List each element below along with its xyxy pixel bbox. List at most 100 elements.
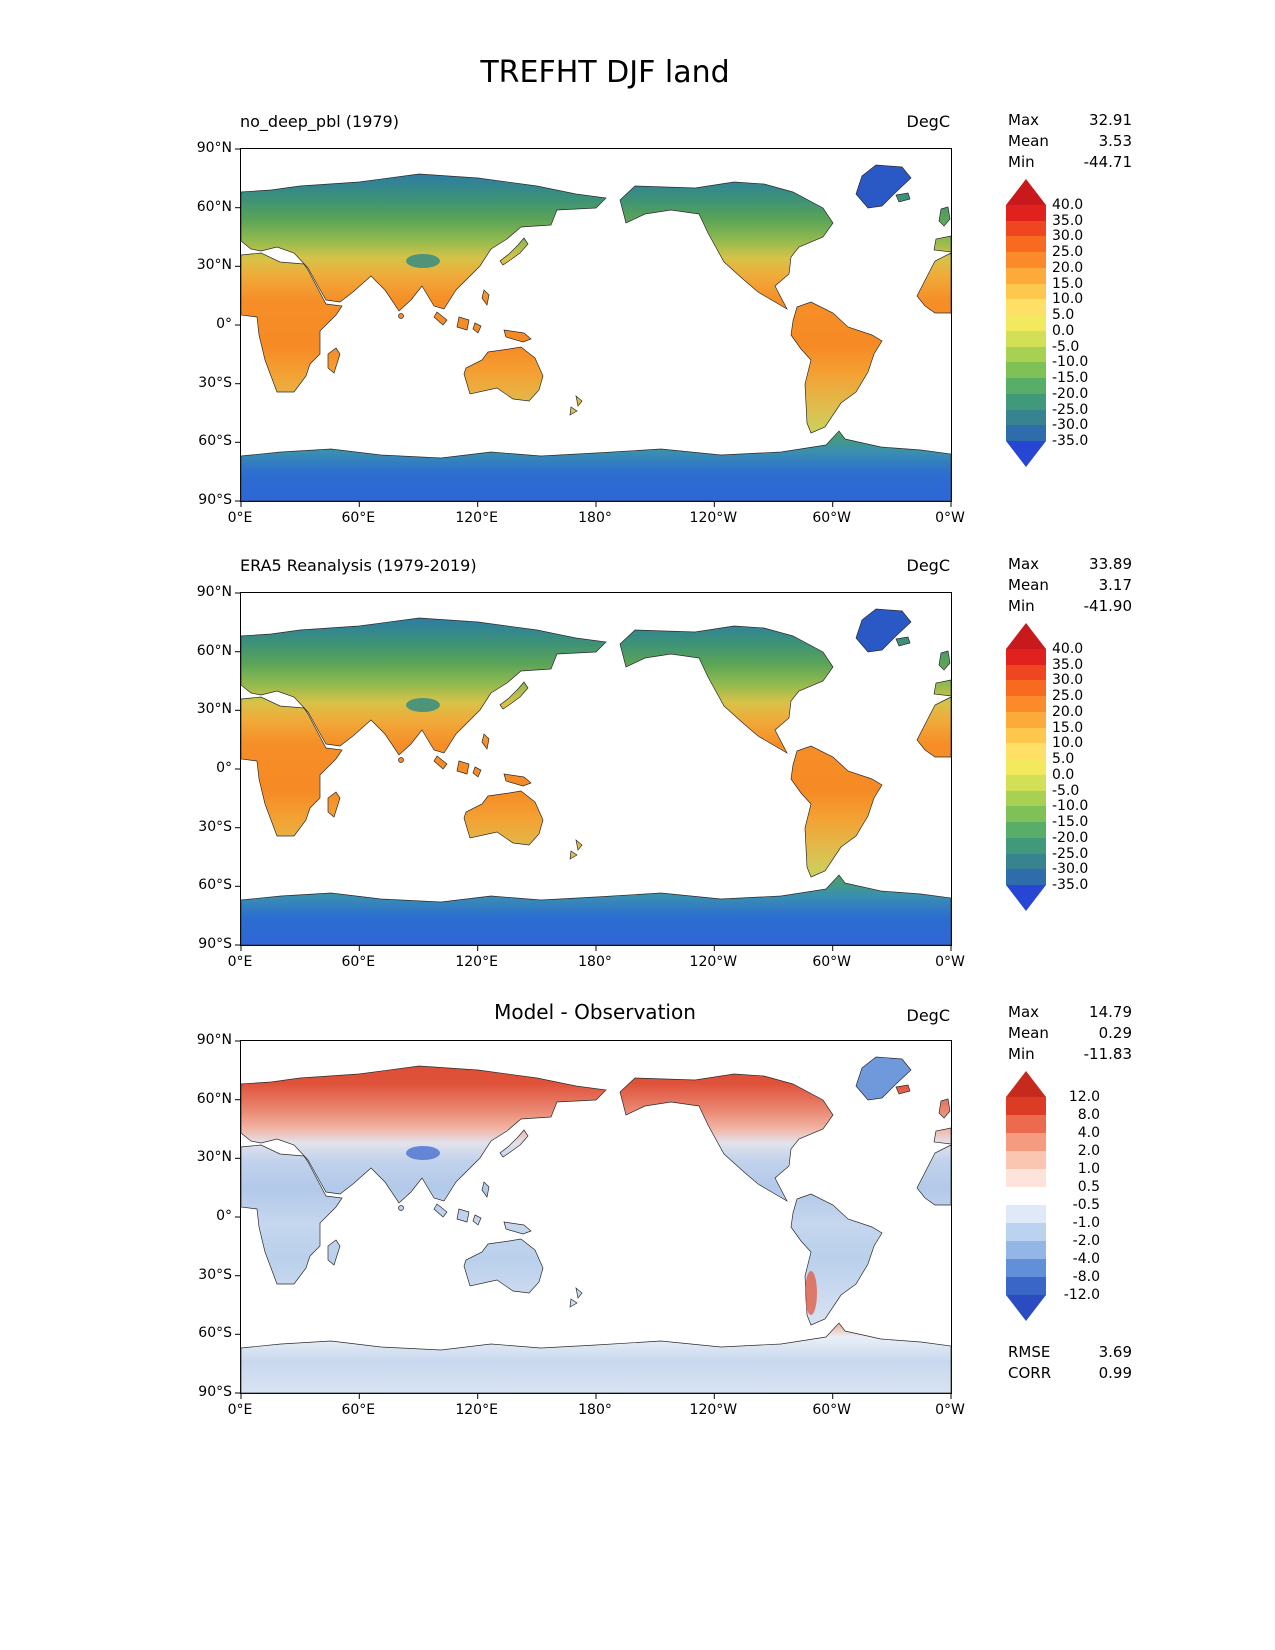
metric-value: 3.69 bbox=[1098, 1343, 1132, 1361]
colorbar-band bbox=[1006, 743, 1046, 760]
colorbar-band bbox=[1006, 774, 1046, 791]
stats-block-era5: Max 33.89 Mean 3.17 Min -41.90 bbox=[1008, 554, 1132, 617]
x-tick-label: 60°W bbox=[812, 510, 851, 526]
colorbar-tick-label: 40.0 bbox=[1052, 641, 1084, 657]
colorbar-tick-label: -2.0 bbox=[1072, 1233, 1100, 1249]
colorbar-band bbox=[1006, 1169, 1046, 1187]
colorbar-tick-label: -5.0 bbox=[1052, 782, 1080, 799]
x-tick-label: 60°W bbox=[812, 954, 851, 970]
colorbar-tick-label: 30.0 bbox=[1052, 672, 1084, 689]
metric-value: 0.99 bbox=[1098, 1364, 1132, 1382]
stat-label: Max bbox=[1008, 1003, 1040, 1021]
metrics-block-diff: RMSE 3.69 CORR 0.99 bbox=[1008, 1342, 1132, 1384]
colorbar-band bbox=[1006, 1151, 1046, 1169]
colorbar-tick-label: -15.0 bbox=[1052, 814, 1089, 831]
colorbar-band bbox=[1006, 283, 1046, 300]
y-tick-label: 60°S bbox=[198, 877, 232, 894]
colorbar-tick-label: -5.0 bbox=[1052, 338, 1080, 355]
x-tick-label: 180° bbox=[578, 954, 612, 970]
stat-label: Min bbox=[1008, 1045, 1035, 1063]
colorbar-band bbox=[1006, 362, 1046, 379]
y-tick-label: 30°N bbox=[196, 701, 232, 718]
x-axis-labels-era5: 0°E 60°E 120°E 180° 120°W 60°W 0°W bbox=[228, 954, 965, 972]
colorbar-band bbox=[1006, 790, 1046, 807]
y-axis-labels-diff: 90°N 60°N 30°N 0° 30°S 60°S 90°S bbox=[140, 1032, 232, 1400]
x-axis-labels-diff: 0°E 60°E 120°E 180° 120°W 60°W 0°W bbox=[228, 1402, 965, 1420]
colorbar-tick-label: 0.0 bbox=[1052, 766, 1075, 783]
stat-value: -44.71 bbox=[1083, 153, 1132, 171]
y-tick-label: 90°S bbox=[198, 492, 232, 508]
colorbar-band bbox=[1006, 759, 1046, 775]
x-tick-label: 180° bbox=[578, 1402, 612, 1418]
y-tick-label: 60°S bbox=[198, 433, 232, 450]
colorbar-tick-label: 2.0 bbox=[1077, 1143, 1100, 1159]
y-tick-label: 30°S bbox=[198, 818, 232, 835]
colorbar-band bbox=[1006, 1097, 1046, 1115]
antarctica bbox=[240, 874, 952, 946]
colorbar-band bbox=[1006, 822, 1046, 838]
greenland bbox=[855, 164, 912, 209]
colorbar-band bbox=[1006, 837, 1046, 854]
colorbar-tick-label: -20.0 bbox=[1052, 385, 1089, 402]
world-map-model bbox=[234, 148, 952, 508]
y-tick-label: 90°S bbox=[198, 936, 232, 952]
colorbar-tick-label: -35.0 bbox=[1052, 877, 1089, 893]
x-tick-label: 120°W bbox=[689, 1402, 738, 1418]
colorbar-band bbox=[1006, 378, 1046, 394]
colorbar-tick-label: 5.0 bbox=[1052, 751, 1075, 768]
colorbar-band bbox=[1006, 299, 1046, 316]
x-tick-label: 0°W bbox=[935, 1402, 965, 1418]
stat-value: 3.53 bbox=[1098, 132, 1132, 150]
colorbar-tick-label: -30.0 bbox=[1052, 417, 1089, 434]
stat-label: Min bbox=[1008, 153, 1035, 171]
colorbar-band bbox=[1006, 727, 1046, 744]
colorbar-band bbox=[1006, 1133, 1046, 1151]
colorbar-band bbox=[1006, 1241, 1046, 1259]
colorbar-tick-label: -10.0 bbox=[1052, 798, 1089, 815]
colorbar-tick-label: 8.0 bbox=[1077, 1107, 1100, 1123]
colorbar-band bbox=[1006, 869, 1046, 886]
stat-value: 14.79 bbox=[1089, 1003, 1132, 1021]
y-tick-label: 30°S bbox=[198, 1266, 232, 1283]
colorbar-tick-label: -25.0 bbox=[1052, 845, 1089, 862]
stat-value: -41.90 bbox=[1083, 597, 1132, 615]
y-tick-label: 90°N bbox=[196, 140, 232, 156]
y-tick-label: 30°S bbox=[198, 374, 232, 391]
x-tick-label: 0°W bbox=[935, 954, 965, 970]
colorbar-extend-max-icon bbox=[1006, 179, 1046, 205]
colorbar-band bbox=[1006, 853, 1046, 870]
y-tick-label: 0° bbox=[216, 316, 232, 332]
stat-value: 33.89 bbox=[1089, 555, 1132, 573]
colorbar-tick-label: 15.0 bbox=[1052, 275, 1084, 292]
colorbar-band bbox=[1006, 346, 1046, 363]
metric-label: CORR bbox=[1008, 1364, 1052, 1382]
colorbar-band bbox=[1006, 711, 1046, 728]
colorbar-tick-label: -10.0 bbox=[1052, 354, 1089, 371]
colorbar-tick-label: 25.0 bbox=[1052, 244, 1084, 261]
x-tick-label: 120°E bbox=[455, 1402, 498, 1418]
y-tick-label: 0° bbox=[216, 1208, 232, 1224]
colorbar-extend-min-icon bbox=[1006, 1295, 1046, 1321]
y-tick-label: 60°N bbox=[196, 1090, 232, 1107]
x-tick-label: 120°E bbox=[455, 510, 498, 526]
units-label-model: DegC bbox=[906, 112, 951, 131]
stat-label: Mean bbox=[1008, 576, 1049, 594]
colorbar-extend-min-icon bbox=[1006, 441, 1046, 467]
colorbar-tick-label: 0.5 bbox=[1077, 1179, 1100, 1195]
colorbar-band bbox=[1006, 267, 1046, 284]
colorbar-band bbox=[1006, 205, 1046, 221]
stat-value: -11.83 bbox=[1083, 1045, 1132, 1063]
colorbar-band bbox=[1006, 1115, 1046, 1133]
colorbar-tick-label: 30.0 bbox=[1052, 228, 1084, 245]
stat-label: Max bbox=[1008, 555, 1040, 573]
x-tick-label: 180° bbox=[578, 510, 612, 526]
x-tick-label: 120°E bbox=[455, 954, 498, 970]
antarctica bbox=[240, 430, 952, 502]
colorbar-bands bbox=[1006, 649, 1046, 886]
colorbar-extend-min-icon bbox=[1006, 885, 1046, 911]
x-tick-label: 120°W bbox=[689, 954, 738, 970]
y-tick-label: 0° bbox=[216, 760, 232, 776]
colorbar-band bbox=[1006, 649, 1046, 665]
stats-block-diff: Max 14.79 Mean 0.29 Min -11.83 bbox=[1008, 1002, 1132, 1065]
stat-label: Max bbox=[1008, 111, 1040, 129]
